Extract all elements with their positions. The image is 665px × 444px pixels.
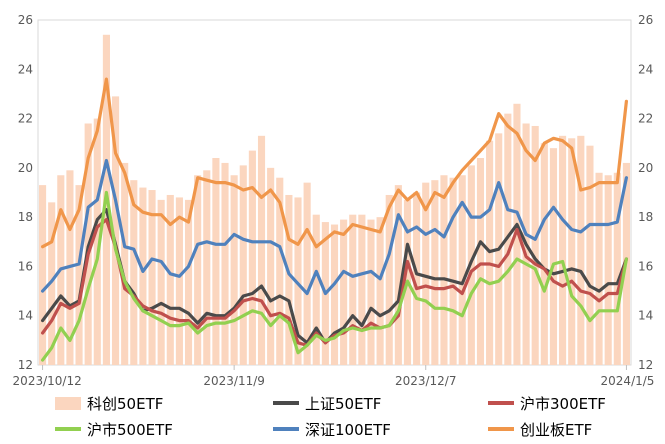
bar	[340, 219, 348, 365]
bar	[285, 194, 293, 365]
line-series-2	[40, 218, 629, 347]
legend-item-shenzheng100: 深证100ETF	[273, 419, 391, 439]
legend-item-hushi300: 沪市300ETF	[488, 393, 606, 413]
bar	[458, 175, 466, 365]
bar	[431, 180, 439, 365]
bar	[267, 167, 275, 365]
bar	[330, 224, 339, 365]
bar	[130, 180, 138, 365]
bar	[349, 214, 357, 365]
legend-item-kechuang50: 科创50ETF	[55, 393, 163, 413]
legend-swatch-shangzheng50	[273, 401, 299, 405]
bar	[203, 170, 211, 365]
bar	[121, 162, 129, 365]
legend-label-kechuang50: 科创50ETF	[87, 394, 164, 413]
left-axis-tick-label: 24	[18, 62, 33, 76]
bar	[148, 190, 156, 365]
bar	[449, 177, 457, 365]
bar	[139, 187, 147, 365]
bar	[194, 175, 202, 365]
bar	[166, 194, 174, 365]
bar	[157, 199, 165, 365]
right-axis-tick-label: 18	[638, 210, 653, 224]
bar	[276, 177, 284, 365]
left-axis-tick-label: 20	[18, 161, 33, 175]
bar	[257, 135, 266, 365]
legend-swatch-hushi500	[55, 427, 81, 431]
bar	[93, 118, 101, 365]
bar-series-kechuang50	[39, 34, 630, 366]
bar	[422, 182, 430, 365]
bar	[358, 214, 366, 365]
legend-swatch-shenzheng100	[273, 427, 299, 431]
bar	[111, 96, 120, 366]
left-axis-tick-label: 16	[18, 259, 33, 273]
bar	[312, 214, 320, 365]
legend-item-chuangyeban: 创业板ETF	[488, 419, 592, 439]
bar	[613, 172, 621, 365]
right-axis-tick-label: 26	[638, 13, 653, 27]
bar	[248, 150, 256, 365]
right-axis-tick-label: 20	[638, 161, 653, 175]
left-axis-tick-label: 18	[18, 210, 33, 224]
line-series-5	[40, 77, 629, 249]
bar	[540, 143, 548, 365]
legend-item-shangzheng50: 上证50ETF	[273, 393, 381, 413]
right-axis-tick-label: 14	[638, 309, 653, 323]
right-axis-tick-label: 16	[638, 259, 653, 273]
bar	[294, 197, 302, 365]
bar	[413, 192, 421, 365]
bar	[75, 185, 83, 365]
bar	[531, 125, 539, 365]
legend-label-chuangyeban: 创业板ETF	[520, 420, 593, 439]
right-axis-tick-label: 12	[638, 358, 653, 372]
bar	[577, 135, 585, 365]
bar	[385, 194, 393, 365]
bar	[212, 158, 220, 365]
left-axis-tick-label: 12	[18, 358, 33, 372]
legend-label-shenzheng100: 深证100ETF	[305, 420, 391, 439]
bar	[549, 148, 558, 365]
line-series-3	[40, 190, 629, 362]
line-series-4	[40, 158, 629, 296]
bar	[376, 217, 384, 365]
legend-swatch-kechuang50	[55, 396, 81, 410]
bar	[303, 182, 311, 365]
bar	[184, 199, 193, 365]
bar	[595, 172, 603, 365]
bar	[175, 197, 183, 365]
x-axis-tick-label: 2023/12/7	[395, 374, 457, 388]
bar	[476, 158, 485, 365]
bar	[239, 165, 247, 365]
left-axis-tick-label: 22	[18, 112, 33, 126]
bar	[39, 185, 47, 365]
legend-label-shangzheng50: 上证50ETF	[305, 394, 382, 413]
bar	[48, 202, 56, 365]
legend-item-hushi500: 沪市500ETF	[55, 419, 173, 439]
bar	[604, 175, 612, 365]
legend-swatch-hushi300	[488, 401, 514, 405]
right-axis-tick-label: 22	[638, 112, 653, 126]
left-axis-tick-label: 14	[18, 309, 33, 323]
bar	[221, 162, 229, 365]
bar	[568, 138, 576, 365]
legend: 科创50ETF 上证50ETF 沪市300ETF 沪市500ETF 深证100E…	[0, 393, 665, 440]
legend-swatch-chuangyeban	[488, 427, 514, 431]
x-axis-tick-label: 2023/10/12	[13, 374, 82, 388]
x-axis-tick-label: 2023/11/9	[203, 374, 265, 388]
bar	[367, 219, 375, 365]
bar	[394, 185, 402, 365]
right-axis-tick-label: 24	[638, 62, 653, 76]
legend-label-hushi300: 沪市300ETF	[520, 394, 606, 413]
bar	[559, 135, 567, 365]
bar	[586, 145, 594, 365]
bar	[230, 175, 238, 365]
x-axis-tick-label: 2024/1/5	[601, 374, 655, 388]
bar	[440, 175, 448, 365]
left-axis-tick-label: 26	[18, 13, 33, 27]
legend-label-hushi500: 沪市500ETF	[87, 420, 173, 439]
